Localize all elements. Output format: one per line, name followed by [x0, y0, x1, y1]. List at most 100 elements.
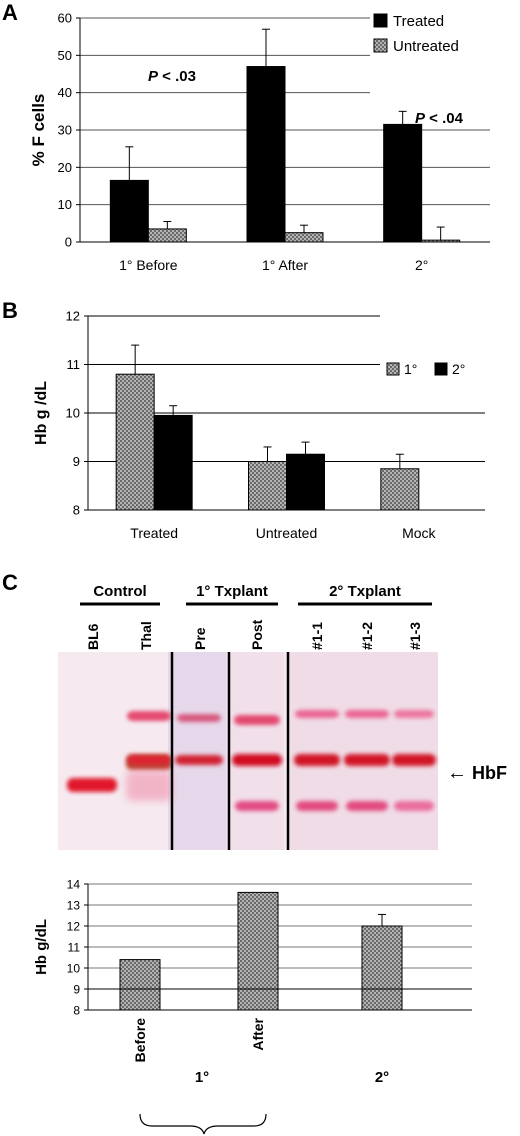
panel-letter-c: C [2, 570, 18, 595]
arrow-icon: ← [447, 762, 467, 784]
hbf-label: HbF [472, 763, 507, 783]
legend-label: Treated [393, 13, 444, 30]
gel-band [295, 710, 339, 718]
p-value-annotation: P < .04 [415, 110, 464, 127]
gel-band [294, 754, 340, 766]
panel-letter-a: A [2, 0, 18, 25]
gel-band [392, 754, 436, 766]
y-tick-label: 12 [66, 309, 80, 324]
category-label: 2° [375, 1069, 389, 1086]
gel-bands [67, 710, 436, 811]
gel-band [296, 801, 338, 811]
gel-band [128, 756, 170, 764]
gel-band [67, 778, 117, 792]
y-axis-label: Hb g /dL [33, 381, 50, 445]
y-tick-label: 11 [67, 357, 81, 372]
bar-untreated-1 [284, 232, 324, 243]
y-tick-label: 14 [67, 878, 81, 892]
gel-lane-label: #1-3 [407, 622, 423, 650]
bar-value-2 [361, 925, 403, 1011]
gel-group-label: 1° Txplant [196, 583, 268, 600]
y-tick-label: 50 [58, 48, 72, 63]
panel-letter-b: B [2, 298, 18, 323]
gel-lane-label: Post [249, 619, 265, 650]
chart-c: 8 9 10 11 12 13 14 Hb g/dL Before After 2° 1° [33, 878, 472, 1135]
bar-value-0 [119, 959, 161, 1011]
legend-label: 2° [452, 361, 465, 377]
gel-band [234, 715, 280, 725]
bar-untreated-0 [147, 228, 187, 243]
gel-band [346, 801, 388, 811]
gel-band [232, 754, 282, 766]
legend-swatch [373, 38, 388, 53]
bar-untreated-2 [421, 239, 461, 243]
gel-lane-label: BL6 [85, 623, 101, 650]
y-tick-label: 40 [58, 85, 72, 100]
gel-band [235, 801, 279, 811]
group-brace [139, 1113, 267, 1135]
y-axis-label: % F cells [29, 94, 48, 167]
y-tick-label: 30 [58, 123, 72, 138]
y-tick-label: 0 [65, 235, 72, 250]
y-tick-label: 11 [68, 941, 81, 955]
legend-swatch [434, 362, 448, 376]
category-label: Before [132, 1018, 148, 1063]
y-tick-label: 60 [58, 11, 72, 26]
category-label: Mock [402, 525, 436, 541]
bar-treated-0 [109, 179, 149, 243]
category-label: 1° Before [119, 257, 178, 273]
gel-band [175, 755, 223, 765]
bar-1-2 [380, 468, 420, 511]
gel-band [394, 710, 434, 718]
chart-a: 0 10 20 30 40 50 60 % F cells 1° Before 1° After 2… [29, 11, 490, 273]
gel-lane-pre-bg [168, 652, 226, 850]
y-tick-label: 9 [73, 454, 80, 469]
bar-treated-1 [246, 66, 286, 243]
y-tick-label: 10 [66, 406, 80, 421]
gel-band [177, 714, 221, 722]
chart-b: 8 9 10 11 12 Hb g /dL Treated Untreated Mock 1° 2° [33, 309, 485, 541]
gel-lane-label: Pre [192, 627, 208, 650]
p-value-annotation: P < .03 [148, 68, 196, 85]
gel-lane-labels: Control 1° Txplant 2° Txplant BL6 Thal Pre Pos… [80, 583, 432, 650]
category-label: After [250, 1017, 266, 1050]
bar-1-1 [248, 461, 287, 511]
gel-band [126, 771, 172, 801]
bar-2-1 [286, 453, 325, 511]
gel-lane-label: #1-1 [309, 622, 325, 650]
gel-band [345, 710, 389, 718]
category-label: 1° After [262, 257, 308, 273]
y-tick-label: 13 [67, 899, 81, 913]
legend-label: 1° [404, 361, 417, 377]
group-label: 1° [195, 1069, 209, 1086]
gel-group-label: 2° Txplant [329, 583, 401, 600]
y-tick-label: 10 [58, 197, 72, 212]
gel-lane-label: #1-2 [359, 622, 375, 650]
legend-swatch [373, 13, 388, 28]
gel-image: Control 1° Txplant 2° Txplant BL6 Thal Pre Pos… [58, 583, 507, 850]
y-tick-label: 10 [67, 962, 81, 976]
y-tick-label: 9 [73, 983, 80, 997]
gel-lane-post-bg [226, 652, 284, 850]
gel-lane-label: Thal [138, 621, 154, 650]
bar-1-0 [115, 373, 155, 511]
category-label: 2° [415, 257, 428, 273]
legend-label: Untreated [393, 38, 459, 55]
y-tick-label: 20 [58, 160, 72, 175]
gel-band [344, 754, 390, 766]
category-label: Treated [130, 525, 178, 541]
category-label: Untreated [256, 525, 317, 541]
gel-group-label: Control [93, 583, 146, 600]
gel-band [127, 711, 171, 721]
y-axis-label: Hb g/dL [33, 919, 50, 975]
gel-band [394, 801, 434, 811]
bar-value-1 [237, 891, 279, 1011]
y-tick-label: 8 [73, 503, 80, 518]
bar-2-0 [153, 414, 193, 511]
bar-treated-2 [383, 123, 423, 243]
legend-swatch [386, 362, 400, 376]
y-tick-label: 8 [73, 1004, 80, 1018]
gel-2nd-bg [288, 652, 438, 850]
